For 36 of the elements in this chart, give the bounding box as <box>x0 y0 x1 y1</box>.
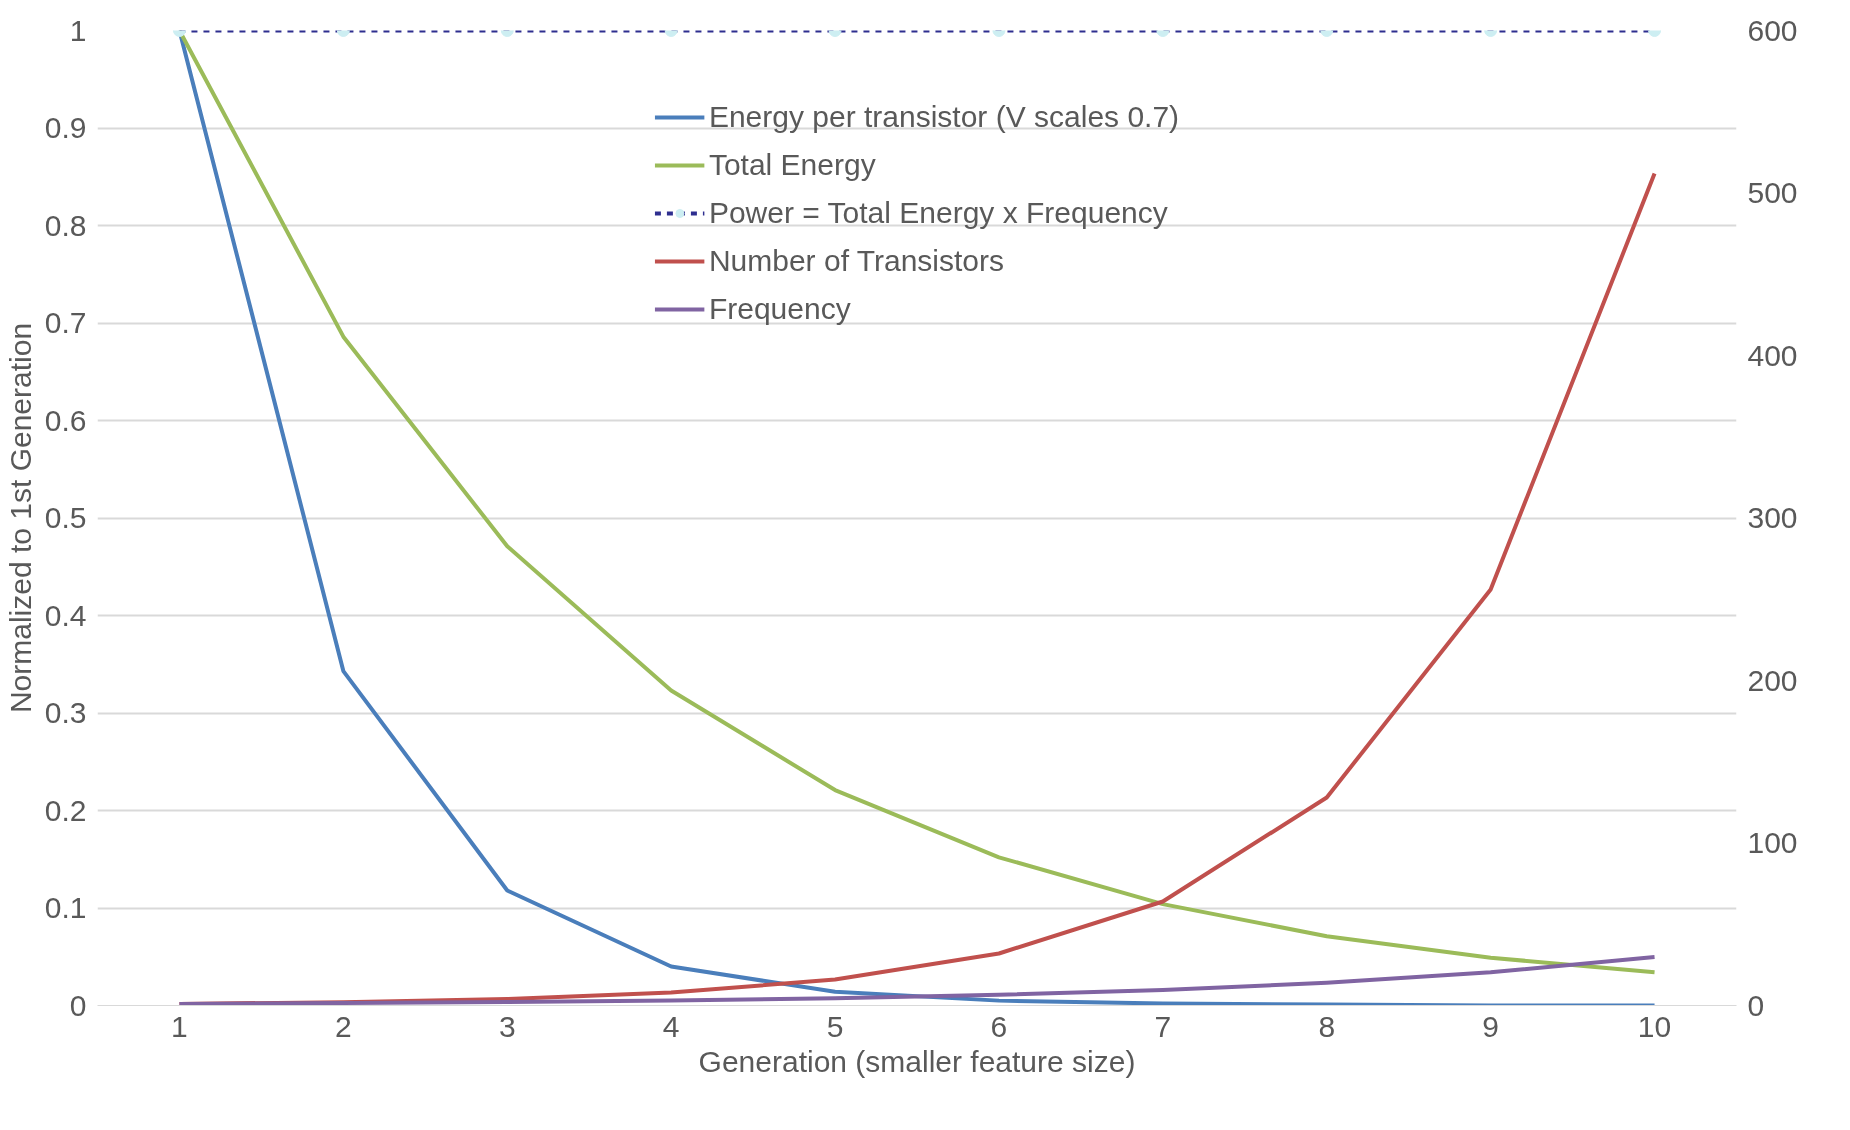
y-tick-label: 0.4 <box>44 598 87 632</box>
legend-label: Power = Total Energy x Frequency <box>708 196 1168 230</box>
y2-tick-label: 300 <box>1747 501 1798 534</box>
y-tick-label: 0.1 <box>44 891 87 924</box>
y-tick-label: 0.2 <box>44 793 87 827</box>
y-tick-label: 0.7 <box>44 306 87 339</box>
x-tick-label: 8 <box>1318 1009 1336 1043</box>
y2-tick-label: 0 <box>1747 988 1765 1022</box>
y-tick-label: 0.8 <box>44 208 87 242</box>
y2-tick-label: 500 <box>1747 176 1798 209</box>
x-tick-label: 1 <box>171 1009 188 1043</box>
legend-label: Frequency <box>708 292 851 326</box>
x-tick-label: 9 <box>1482 1009 1499 1043</box>
x-tick-label: 3 <box>498 1009 516 1043</box>
legend-label: Number of Transistors <box>708 244 1004 278</box>
y-tick-label: 0.5 <box>44 501 87 534</box>
legend-label: Total Energy <box>708 148 876 182</box>
y-tick-label: 0.9 <box>44 111 87 144</box>
y-axis-title: Normalized to 1st Generation <box>3 322 37 714</box>
y2-tick-label: 600 <box>1747 13 1798 47</box>
x-tick-label: 10 <box>1637 1009 1672 1043</box>
y-tick-label: 0.3 <box>44 696 87 729</box>
line-series <box>177 955 1657 1006</box>
x-tick-label: 4 <box>662 1009 680 1043</box>
y-tick-label: 0 <box>69 988 87 1022</box>
x-tick-label: 2 <box>335 1009 352 1043</box>
x-axis-title: Generation (smaller feature size) <box>698 1044 1136 1078</box>
x-tick-label: 5 <box>826 1009 844 1043</box>
x-tick-label: 7 <box>1154 1009 1172 1043</box>
x-tick-label: 6 <box>990 1009 1008 1043</box>
y2-tick-label: 200 <box>1747 663 1798 697</box>
y2-tick-label: 400 <box>1747 338 1798 372</box>
legend-label: Energy per transistor (V scales 0.7) <box>708 100 1180 134</box>
y-tick-label: 0.6 <box>44 403 87 437</box>
y2-tick-label: 100 <box>1747 826 1798 859</box>
y-tick-label: 1 <box>69 13 87 47</box>
